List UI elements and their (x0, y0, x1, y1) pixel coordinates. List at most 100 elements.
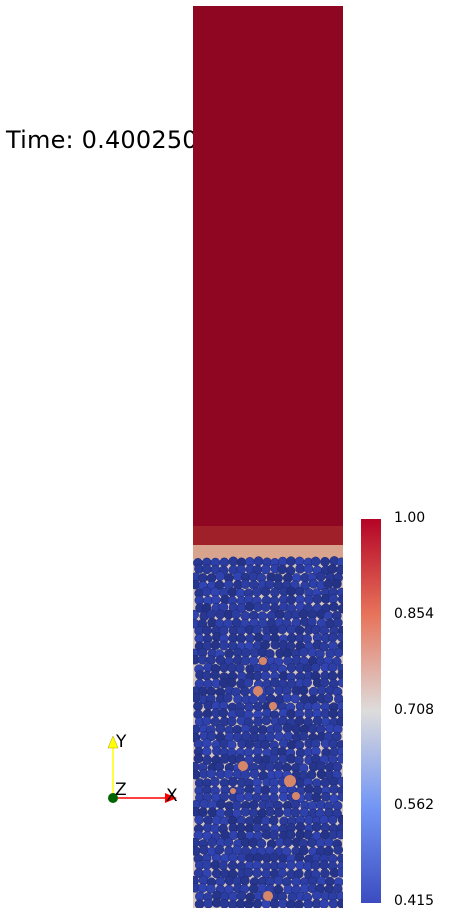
particle (282, 723, 293, 733)
particle (240, 875, 250, 886)
void-patch (253, 686, 263, 696)
particle (282, 693, 292, 703)
particle (219, 898, 230, 908)
particle (249, 768, 260, 779)
particle (273, 761, 284, 772)
particle (203, 898, 214, 908)
particle (290, 693, 301, 704)
particle (199, 799, 210, 810)
particle (320, 556, 330, 567)
particle (260, 739, 271, 750)
particle (260, 602, 271, 612)
particle (201, 746, 212, 757)
void-patch (259, 657, 267, 665)
particle (269, 793, 279, 803)
colorbar-tick-label: 1.00 (394, 510, 426, 526)
particle (273, 807, 284, 818)
particle (310, 556, 321, 567)
z-axis-dot (108, 793, 118, 803)
particle (304, 594, 314, 605)
particle (277, 624, 288, 635)
particle (228, 891, 239, 902)
particle (337, 753, 343, 764)
colorbar-tick-label: 0.562 (394, 797, 435, 813)
particle (207, 837, 217, 848)
particle (252, 586, 262, 597)
particle (223, 837, 234, 848)
particle (286, 556, 296, 567)
void-patch (238, 761, 248, 771)
particle (199, 844, 209, 855)
particle (310, 624, 321, 635)
particle (333, 845, 343, 855)
particle (222, 693, 233, 703)
colorbar-tick-label: 0.708 (394, 702, 435, 718)
time-annotation: Time: 0.400250 (6, 126, 198, 154)
particle (304, 708, 314, 719)
orientation-axes-widget: Y Z X (95, 730, 195, 820)
particle (337, 898, 343, 908)
particle (327, 814, 338, 825)
interface-light-band (193, 545, 343, 559)
particle (253, 716, 263, 727)
particle (298, 647, 309, 658)
particle (336, 867, 343, 878)
particle (291, 876, 302, 887)
x-axis-arrow (165, 793, 177, 803)
particle (215, 723, 226, 734)
particle (206, 768, 217, 779)
particle (228, 556, 239, 567)
particle (268, 663, 279, 673)
particle (286, 860, 296, 871)
simulation-render-area[interactable] (193, 6, 343, 908)
particle (235, 663, 245, 674)
particle (237, 852, 247, 863)
particle (273, 875, 284, 886)
particle (311, 792, 322, 803)
particle (236, 891, 247, 901)
particle (252, 822, 262, 833)
x-axis-label: X (166, 786, 178, 806)
particle (231, 800, 242, 811)
particle (260, 670, 271, 681)
void-patch (263, 891, 273, 901)
particle (311, 822, 322, 832)
particle (286, 662, 297, 673)
particle (216, 799, 226, 810)
particle (323, 693, 334, 704)
particle (218, 708, 229, 718)
y-axis-arrow (107, 735, 119, 749)
particle (277, 564, 287, 575)
particle (253, 556, 264, 567)
particle (332, 579, 342, 589)
particle (215, 571, 226, 581)
particle (319, 860, 329, 870)
particle (210, 776, 220, 787)
particle (240, 655, 251, 666)
particle (298, 685, 309, 696)
particle (303, 563, 314, 574)
particle (282, 837, 293, 848)
interface-band (193, 526, 343, 546)
particle (303, 815, 314, 825)
colorbar (361, 519, 381, 903)
particle (312, 716, 323, 726)
particle (303, 899, 314, 908)
particle (260, 586, 271, 597)
particle (316, 685, 327, 696)
particle (252, 868, 263, 878)
void-patch (269, 702, 277, 710)
particle (333, 617, 343, 628)
particle (295, 563, 305, 574)
particle (219, 662, 229, 673)
particle (286, 586, 296, 597)
particle (319, 899, 329, 908)
particle (227, 587, 238, 598)
particle (265, 807, 275, 817)
particle (261, 715, 272, 726)
void-patches (230, 657, 300, 901)
particle (201, 670, 212, 681)
particle (327, 662, 338, 673)
particle (286, 633, 297, 643)
particle (210, 640, 221, 650)
